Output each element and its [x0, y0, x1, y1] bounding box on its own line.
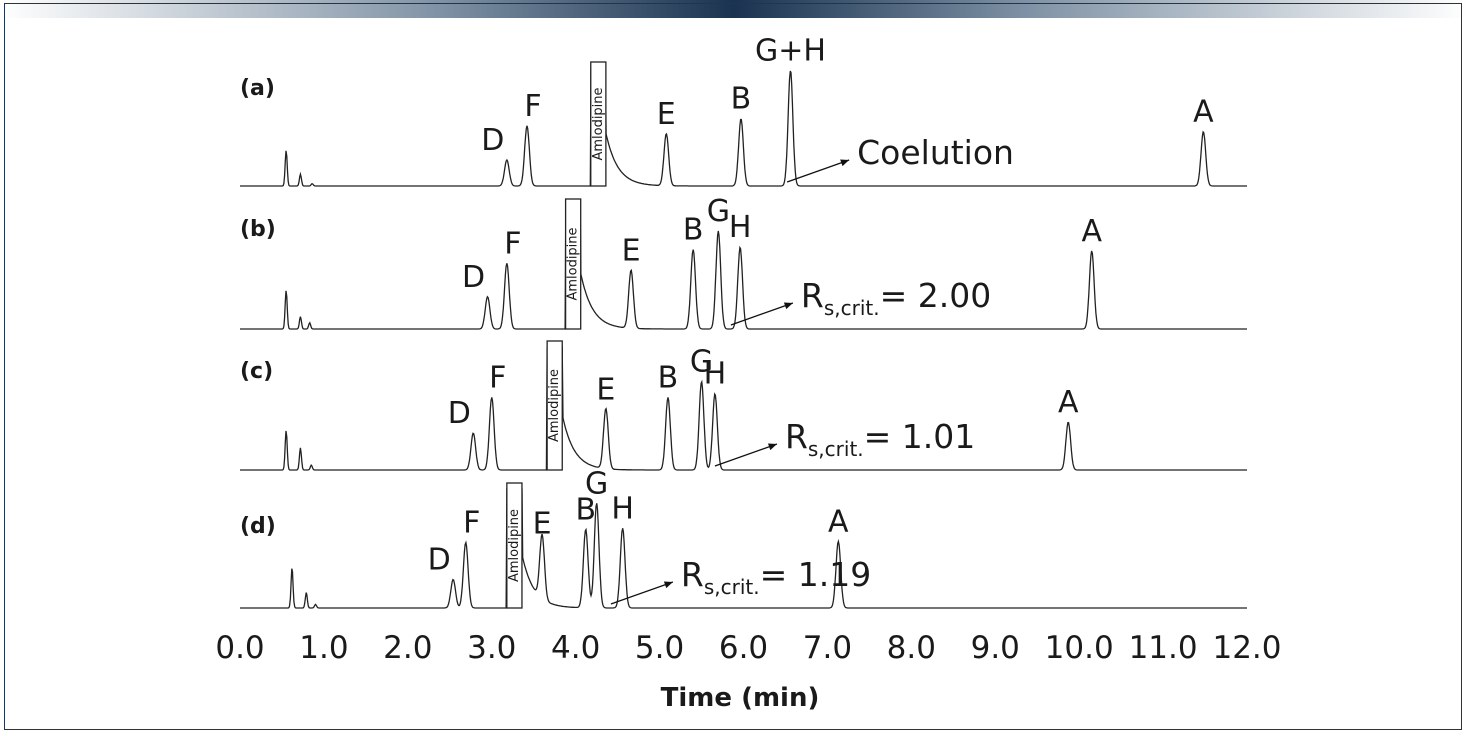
peak-label-b: B: [575, 492, 596, 527]
amlodipine-peak-box: [564, 198, 582, 330]
peak-label-f: F: [504, 226, 521, 261]
annotation-value: = 1.01: [864, 417, 976, 456]
figure-frame: [4, 3, 1462, 730]
note-arrow: [730, 302, 794, 326]
peak-label-g-h: G+H: [755, 33, 826, 68]
panel-label: (d): [240, 514, 276, 539]
amlodipine-peak-box: [546, 340, 563, 471]
peak-label-g: G: [585, 466, 608, 501]
panel-d: (d) Amlodipine DF E BGH A Rs,crit.= 1.19: [240, 466, 1247, 609]
panel-label: (b): [240, 217, 276, 242]
x-tick-label: 1.0: [299, 630, 348, 666]
peak-label-e: E: [622, 234, 641, 269]
amlodipine-label: Amlodipine: [547, 369, 562, 442]
peak-label-f: F: [463, 506, 480, 541]
peak-label-d: D: [448, 396, 471, 431]
x-axis: 0.0 1.0 2.0 3.0 4.0 5.0 6.0 7.0 8.0 9.0 10.0 11.0 12…: [215, 630, 1281, 666]
annotation-subscript: s,crit.: [824, 296, 880, 320]
annotation-subscript: s,crit.: [704, 575, 760, 599]
note-arrow: [714, 443, 778, 467]
peak-label-e: E: [657, 97, 676, 132]
amlodipine-label: Amlodipine: [507, 509, 522, 582]
peak-label-h: H: [704, 357, 727, 392]
peak-label-a: A: [828, 504, 849, 539]
x-tick-label: 8.0: [887, 630, 936, 666]
peak-label-d: D: [462, 260, 485, 295]
chromatogram-trace: [240, 488, 1247, 609]
amlodipine-peak-box: [590, 61, 607, 187]
annotation-text: Coelution: [857, 133, 1014, 172]
note-arrowhead: [767, 443, 777, 451]
annotation-text: Rs,crit.= 2.00: [801, 276, 991, 320]
panel-b: (b) Amlodipine DF E BGH A Rs,crit.= 2.00: [240, 194, 1247, 330]
x-tick-label: 3.0: [467, 630, 516, 666]
x-tick-label: 2.0: [383, 630, 432, 666]
x-tick-label: 7.0: [803, 630, 852, 666]
peak-label-e: E: [596, 373, 615, 408]
annotation-value: = 2.00: [880, 276, 992, 315]
chromatogram-trace: [240, 67, 1247, 187]
chromatogram-trace: [240, 346, 1247, 471]
peak-label-b: B: [683, 213, 704, 248]
peak-label-e: E: [533, 507, 552, 542]
annotation-subscript: s,crit.: [808, 437, 864, 461]
header-gradient-bar: [0, 0, 1468, 18]
peak-label-g: G: [690, 344, 713, 379]
amlodipine-label: Amlodipine: [566, 227, 581, 300]
annotation-main: R: [681, 555, 704, 594]
note-arrow: [610, 581, 674, 605]
peak-label-h: H: [729, 210, 752, 245]
peak-label-h: H: [611, 491, 634, 526]
x-tick-label: 10.0: [1045, 630, 1114, 666]
x-tick-label: 9.0: [971, 630, 1020, 666]
x-tick-label: 12.0: [1212, 630, 1281, 666]
annotation-text: Rs,crit.= 1.01: [785, 417, 975, 461]
panel-label: (a): [240, 76, 275, 101]
x-tick-label: 4.0: [551, 630, 600, 666]
panel-c: (c) Amlodipine DF E B GH A Rs,crit.= 1.01: [240, 340, 1247, 471]
peak-label-a: A: [1058, 385, 1079, 420]
x-tick-label: 0.0: [215, 630, 264, 666]
x-tick-label: 11.0: [1129, 630, 1198, 666]
annotation-main: R: [801, 276, 824, 315]
x-tick-label: 6.0: [719, 630, 768, 666]
peak-label-a: A: [1193, 95, 1214, 130]
amlodipine-label: Amlodipine: [591, 87, 606, 160]
x-tick-label: 5.0: [635, 630, 684, 666]
annotation-value: = 1.19: [760, 555, 872, 594]
note-arrow: [786, 159, 850, 183]
annotation-text: Rs,crit.= 1.19: [681, 555, 871, 599]
note-arrowhead: [663, 581, 673, 589]
note-arrowhead: [840, 159, 850, 167]
peak-label-f: F: [524, 89, 541, 124]
amlodipine-peak-box: [506, 482, 523, 609]
peak-label-g: G: [707, 194, 730, 229]
peak-label-f: F: [489, 360, 506, 395]
peak-label-b: B: [731, 82, 752, 117]
peak-label-d: D: [428, 542, 451, 577]
peak-label-a: A: [1081, 214, 1102, 249]
annotation-main: R: [785, 417, 808, 456]
panel-a: (a) Amlodipine DF E BG+H A Coelution: [240, 33, 1247, 187]
x-axis-title: Time (min): [661, 683, 820, 713]
annotation-main: Coelution: [857, 133, 1014, 172]
note-arrowhead: [783, 302, 793, 310]
panel-label: (c): [240, 359, 273, 384]
peak-label-d: D: [481, 123, 504, 158]
peak-label-b: B: [658, 360, 679, 395]
chromatogram-trace: [240, 204, 1247, 330]
